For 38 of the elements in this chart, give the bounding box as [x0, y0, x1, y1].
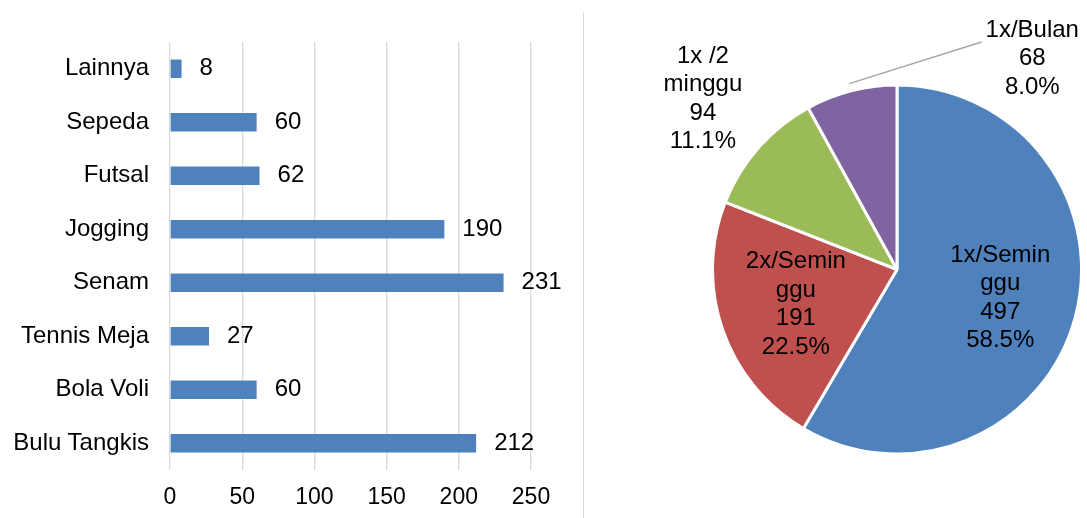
bar — [170, 273, 504, 292]
slice-label: 2x/Seminggu — [745, 246, 846, 302]
bar — [170, 434, 477, 453]
data-label: 191 22.5% — [761, 303, 830, 359]
x-tick-label: 150 — [367, 483, 406, 510]
data-label: 27 — [226, 320, 254, 348]
y-tick-label: Senam — [72, 267, 149, 295]
bar — [170, 327, 209, 346]
bar — [170, 380, 257, 399]
data-label: 497 58.5% — [966, 296, 1035, 353]
y-tick-label: Tennis Meja — [20, 320, 150, 348]
y-tick-label: Lainnya — [64, 53, 150, 81]
data-label: 68 8.0% — [1004, 43, 1060, 99]
data-label: 190 — [462, 213, 503, 241]
data-label: 94 11.1% — [669, 97, 737, 154]
bar — [170, 113, 257, 132]
data-label: 60 — [274, 374, 302, 402]
data-label: 231 — [521, 267, 562, 295]
x-tick-label: 0 — [163, 483, 177, 510]
data-label: 60 — [274, 106, 302, 134]
x-tick-label: 200 — [439, 483, 478, 510]
data-label: 212 — [494, 427, 535, 455]
data-label: 8 — [199, 53, 213, 81]
bar — [170, 59, 182, 78]
y-tick-label: Bulu Tangkis — [13, 427, 149, 455]
x-tick-label: 50 — [229, 483, 255, 510]
slice-label: 1x/Seminggu — [950, 239, 1051, 296]
bar — [170, 220, 445, 239]
slice-label: 1x /2 minggu — [663, 40, 743, 97]
bar — [170, 166, 260, 185]
y-tick-label: Jogging — [64, 213, 149, 241]
x-tick-label: 100 — [295, 483, 334, 510]
x-tick-label: 250 — [511, 483, 551, 510]
slice-label: 1x/Bulan — [985, 14, 1079, 42]
y-tick-label: Futsal — [83, 160, 149, 188]
data-label: 62 — [277, 160, 305, 188]
y-tick-label: Sepeda — [66, 106, 150, 134]
y-tick-label: Bola Voli — [55, 374, 149, 402]
